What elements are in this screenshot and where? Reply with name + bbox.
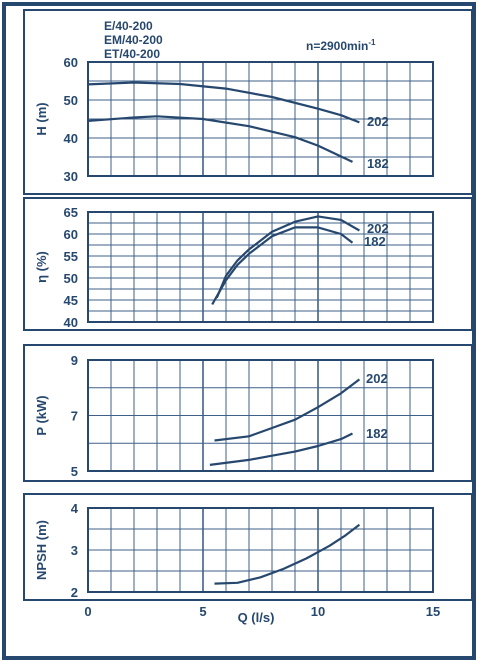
series-line-npsh xyxy=(214,523,361,585)
series-label-182: 182 xyxy=(367,156,389,171)
y-tick-label: 5 xyxy=(71,464,78,479)
y-tick-label: 45 xyxy=(64,293,78,308)
panel-3: 2 3 4 NPSH (m) xyxy=(23,493,473,601)
y-axis-label: H (m) xyxy=(34,102,49,135)
speed-exponent: -1 xyxy=(368,38,376,47)
model-label-et: ET/40-200 xyxy=(104,47,160,61)
speed-label: n=2900min-1 xyxy=(306,38,376,53)
x-axis-label: Q (l/s) xyxy=(238,610,275,625)
speed-value: n=2900min xyxy=(306,39,368,53)
y-tick-label: 40 xyxy=(64,315,78,330)
series-line-182 xyxy=(209,432,353,466)
x-tick-10: 10 xyxy=(311,604,325,619)
panel-0: 30 40 50 60 H (m) 202 182 xyxy=(23,9,473,195)
y-tick-label: 3 xyxy=(71,543,78,558)
series-label-182: 182 xyxy=(364,234,386,249)
y-tick-label: 50 xyxy=(64,93,78,108)
series-line-182 xyxy=(211,226,354,305)
model-label-em: EM/40-200 xyxy=(104,33,163,47)
y-axis-label: NPSH (m) xyxy=(34,520,49,580)
y-tick-label: 30 xyxy=(64,169,78,184)
panel-border xyxy=(23,344,473,482)
y-tick-label: 55 xyxy=(64,249,78,264)
y-tick-label: 2 xyxy=(71,585,78,600)
y-axis-label: P (kW) xyxy=(34,395,49,435)
panel-2: 5 7 9 P (kW) 202 182 xyxy=(23,344,473,482)
panel-border xyxy=(23,9,473,195)
series-label-202: 202 xyxy=(366,371,388,386)
y-axis-label: η (%) xyxy=(34,251,49,283)
x-tick-5: 5 xyxy=(199,604,206,619)
plot-area xyxy=(87,61,434,177)
x-tick-15: 15 xyxy=(426,604,440,619)
model-label-e: E/40-200 xyxy=(104,19,153,33)
series-line-202 xyxy=(214,378,361,442)
y-tick-label: 65 xyxy=(64,205,78,220)
plot-area xyxy=(87,211,434,323)
series-label-182: 182 xyxy=(366,426,388,441)
panel-border xyxy=(23,493,473,601)
series-line-202 xyxy=(87,81,360,124)
y-tick-label: 40 xyxy=(64,131,78,146)
y-tick-label: 7 xyxy=(71,409,78,424)
y-tick-label: 4 xyxy=(71,501,79,516)
plot-area xyxy=(87,359,434,472)
series-label-202: 202 xyxy=(367,221,389,236)
series-label-202: 202 xyxy=(367,114,389,129)
y-tick-label: 50 xyxy=(64,271,78,286)
panel-border xyxy=(23,197,473,331)
y-tick-label: 9 xyxy=(71,353,78,368)
series-line-182 xyxy=(87,115,353,163)
outer-border xyxy=(2,2,476,660)
y-tick-label: 60 xyxy=(64,227,78,242)
y-tick-label: 60 xyxy=(64,55,78,70)
x-tick-0: 0 xyxy=(84,604,91,619)
plot-area xyxy=(87,507,434,593)
series-line-202 xyxy=(215,215,360,299)
